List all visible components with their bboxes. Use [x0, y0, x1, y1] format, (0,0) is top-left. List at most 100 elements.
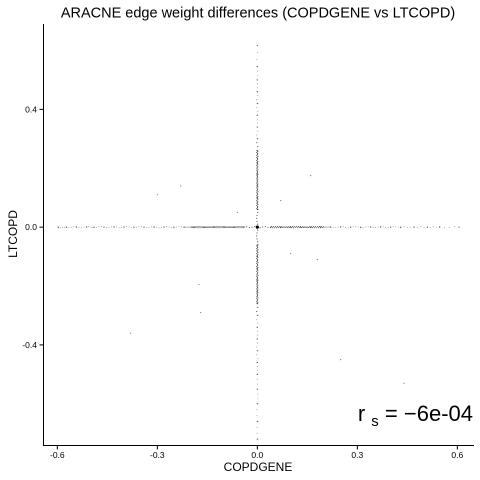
data-point [403, 226, 405, 228]
data-point [256, 265, 258, 267]
data-point [256, 217, 258, 219]
data-point [257, 284, 259, 286]
data-point [301, 226, 303, 229]
data-point [256, 286, 258, 288]
data-point [276, 227, 278, 229]
data-point [282, 226, 284, 228]
data-point [256, 167, 258, 169]
data-point [357, 226, 359, 228]
data-point [198, 283, 200, 286]
y-tick-label: 0.4 [25, 104, 37, 114]
data-point [257, 178, 259, 180]
data-point [256, 253, 258, 255]
data-point [180, 226, 183, 228]
data-point [188, 226, 190, 228]
data-point [257, 287, 259, 289]
data-point [332, 226, 334, 229]
annotation-subscript: s [371, 413, 379, 430]
data-point [285, 226, 287, 228]
data-point [256, 288, 258, 290]
data-point [345, 226, 347, 228]
data-point [257, 181, 259, 183]
data-point [316, 227, 318, 229]
data-point [277, 226, 279, 228]
data-point [235, 226, 237, 228]
data-point [256, 244, 258, 246]
data-point [123, 226, 125, 228]
data-point [256, 166, 258, 168]
data-point [103, 226, 105, 228]
data-point [256, 59, 258, 61]
data-point [256, 278, 258, 280]
data-point [256, 197, 258, 199]
data-point [290, 253, 292, 255]
data-point [257, 170, 259, 172]
data-point [256, 388, 258, 390]
data-point [256, 185, 258, 187]
data-point [256, 173, 258, 175]
data-point [256, 354, 258, 356]
data-point [256, 220, 258, 222]
data-point [257, 186, 259, 188]
data-point [256, 169, 258, 171]
data-point [355, 226, 357, 228]
data-point [289, 226, 291, 229]
data-point [257, 229, 259, 231]
data-point [310, 226, 312, 228]
data-point [256, 153, 258, 156]
data-point [257, 302, 259, 304]
data-point [256, 263, 258, 265]
data-point [256, 187, 258, 189]
data-point [231, 226, 233, 228]
data-point [362, 227, 364, 229]
data-point [352, 226, 354, 228]
data-point [256, 174, 258, 176]
data-point [241, 226, 243, 228]
data-point [204, 226, 206, 229]
data-point [256, 326, 258, 328]
data-point [420, 225, 422, 228]
data-point [256, 182, 258, 184]
data-point [256, 184, 258, 186]
data-point [233, 226, 235, 228]
x-tick-label: -0.3 [150, 450, 165, 460]
data-point [297, 227, 299, 229]
data-point [256, 330, 258, 332]
data-point [100, 226, 103, 228]
data-point [178, 226, 180, 228]
data-point [257, 204, 259, 206]
x-tick-label: 0.0 [251, 450, 263, 460]
x-axis-label: COPDGENE [224, 460, 293, 474]
data-point [153, 226, 155, 228]
data-point [256, 273, 258, 275]
data-point [257, 110, 259, 112]
data-point [256, 66, 258, 68]
data-point [256, 280, 258, 282]
data-point [68, 227, 70, 229]
data-point [186, 226, 188, 228]
data-point [439, 226, 441, 228]
data-point [248, 227, 250, 229]
data-point [256, 235, 258, 237]
data-point [86, 226, 88, 228]
data-point [311, 226, 313, 228]
data-point [257, 266, 259, 268]
data-point [256, 255, 258, 257]
data-point [257, 160, 259, 162]
data-point [256, 383, 258, 385]
data-point [308, 226, 310, 228]
data-point [256, 299, 258, 301]
data-point [256, 350, 258, 352]
data-point [256, 298, 258, 300]
data-point [125, 226, 128, 228]
data-point [257, 223, 259, 225]
data-point [78, 226, 80, 228]
data-point [256, 195, 258, 197]
data-point [256, 189, 258, 191]
data-point [108, 226, 110, 229]
y-axis-label: LTCOPD [6, 210, 20, 258]
data-point [228, 226, 230, 228]
data-point [432, 226, 435, 228]
data-point [133, 226, 135, 228]
data-point [257, 196, 259, 198]
